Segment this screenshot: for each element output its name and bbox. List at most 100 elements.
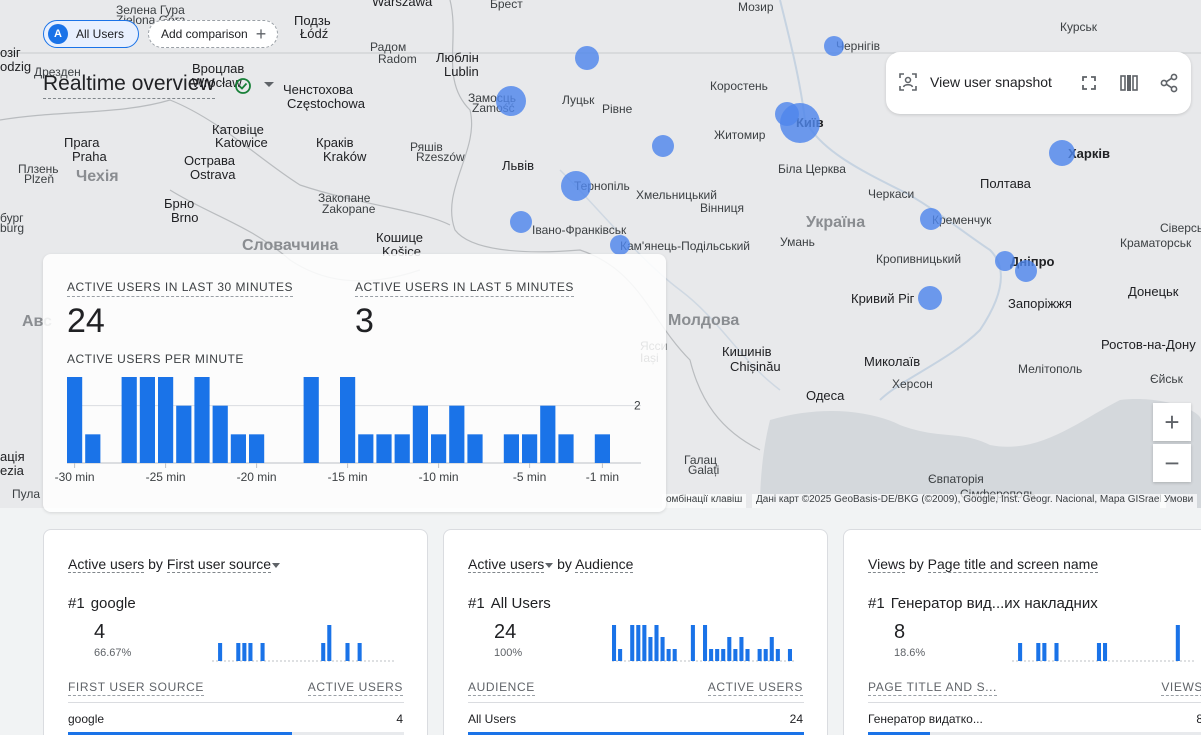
compare-columns-icon[interactable] (1118, 72, 1140, 94)
bar[interactable] (467, 434, 483, 463)
map-city-label: Коростень (710, 80, 768, 93)
map-city-label: Warszawa (372, 0, 432, 8)
map-city-label: Radom (378, 53, 417, 66)
map-city-label: Єйськ (1150, 373, 1183, 386)
bar[interactable] (194, 377, 210, 463)
row-progress-track (468, 732, 804, 735)
card-dimension-selector[interactable]: Page title and screen name (927, 556, 1099, 573)
bar[interactable] (249, 434, 265, 463)
bar[interactable] (139, 377, 155, 463)
user-location-bubble[interactable] (918, 286, 942, 310)
user-location-bubble[interactable] (780, 103, 820, 143)
bar[interactable] (67, 377, 83, 463)
card-metric-selector[interactable]: Active users (468, 556, 545, 573)
chevron-down-icon[interactable] (272, 562, 281, 568)
map-city-label: Закопане (318, 192, 370, 205)
map-city-name: Черкаси (868, 187, 915, 201)
bar[interactable] (376, 434, 392, 463)
map-city-name: Плзень (18, 162, 59, 176)
user-location-bubble[interactable] (1049, 140, 1075, 166)
user-location-bubble[interactable] (920, 208, 942, 230)
column-header-dimension[interactable]: First user source (68, 680, 204, 696)
card-dimension-selector[interactable]: First user source (166, 556, 272, 573)
page-title[interactable]: Realtime overview (43, 72, 215, 99)
user-location-bubble[interactable] (652, 135, 674, 157)
user-location-bubble[interactable] (561, 171, 591, 201)
user-location-bubble[interactable] (1015, 260, 1037, 282)
active-users-30min-label[interactable]: Active users in last 30 minutes (67, 280, 293, 297)
map-city-name: Дрезден (34, 65, 81, 79)
table-row-label[interactable]: google (68, 712, 105, 726)
map-city-label: burg (0, 222, 24, 235)
bar[interactable] (394, 434, 410, 463)
view-user-snapshot-button[interactable]: View user snapshot (898, 72, 1052, 92)
map-city-label: Сіверськ (1160, 222, 1201, 235)
column-header-metric[interactable]: Active users (307, 680, 403, 696)
table-row-label[interactable]: Генератор видатко... (868, 712, 983, 726)
map-city-label: Кропивницький (876, 253, 961, 266)
column-header-metric[interactable]: Active users (707, 680, 803, 696)
user-location-bubble[interactable] (496, 86, 526, 116)
bar[interactable] (431, 434, 447, 463)
user-location-bubble[interactable] (575, 46, 599, 70)
map-city-name: Warszawa (372, 0, 433, 9)
fullscreen-icon[interactable] (1078, 72, 1100, 94)
top-item-percent: 18.6% (894, 647, 926, 659)
sparkline-chart (612, 625, 794, 662)
bar[interactable] (121, 377, 137, 463)
map-city-label: Черкаси (868, 188, 914, 201)
user-location-bubble[interactable] (824, 36, 844, 56)
user-location-bubble[interactable] (995, 251, 1015, 271)
sparkline-bar (654, 625, 659, 661)
card-dimension-selector[interactable]: Audience (575, 556, 634, 573)
column-header-metric[interactable]: Views (1161, 680, 1201, 696)
column-header-dimension[interactable]: Page title and s... (868, 680, 997, 696)
map-shortcuts-link[interactable]: омбінації клавіш (662, 494, 747, 508)
share-icon[interactable] (1158, 72, 1180, 94)
user-location-bubble[interactable] (610, 235, 630, 255)
zoom-out-button[interactable]: − (1153, 444, 1191, 482)
zoom-in-button[interactable]: + (1153, 403, 1191, 441)
map-city-label: Дрезден (34, 66, 81, 79)
map-city-name: Łódź (300, 26, 329, 41)
segment-chip-all-users[interactable]: A All Users (43, 20, 139, 48)
active-users-5min-label[interactable]: Active users in last 5 minutes (355, 280, 574, 297)
card-by-label: by (908, 556, 924, 572)
bar[interactable] (176, 405, 192, 463)
bar[interactable] (412, 405, 428, 463)
bar[interactable] (85, 434, 101, 463)
map-city-label: Чернігів (836, 40, 880, 53)
bar[interactable] (522, 434, 538, 463)
bar[interactable] (594, 434, 610, 463)
column-header-dimension[interactable]: Audience (468, 680, 535, 696)
card-metric-selector[interactable]: Active users (68, 556, 145, 573)
user-location-bubble[interactable] (510, 211, 532, 233)
sparkline-bar (739, 637, 744, 661)
top-item: #1 All Users (468, 595, 551, 612)
map-city-label: Zakopane (322, 203, 375, 216)
bar[interactable] (158, 377, 174, 463)
map-city-name: ezia (0, 463, 24, 478)
map-city-label: Рівне (602, 103, 632, 116)
card-metric-selector[interactable]: Views (868, 556, 906, 573)
add-comparison-button[interactable]: Add comparison + (148, 20, 278, 48)
bar[interactable] (340, 377, 356, 463)
table-row-label[interactable]: All Users (468, 712, 517, 726)
bar[interactable] (558, 434, 574, 463)
map-city-name: Одеса (806, 388, 845, 403)
bar[interactable] (230, 434, 246, 463)
bar[interactable] (449, 405, 465, 463)
chevron-down-icon[interactable] (545, 562, 554, 568)
map-country-label: Молдова (668, 312, 740, 329)
bar[interactable] (303, 377, 319, 463)
bar[interactable] (540, 405, 556, 463)
active-users-per-minute-chart[interactable]: 2 -30 min -25 min -20 min -15 min -10 min -5 m… (43, 254, 666, 512)
map-city-label: Кременчук (932, 214, 991, 227)
bar[interactable] (358, 434, 374, 463)
map-terms-link[interactable]: Умови (1160, 494, 1198, 508)
bar[interactable] (212, 405, 228, 463)
title-dropdown-caret-icon[interactable] (264, 82, 274, 87)
map-city-name: Радом (370, 40, 407, 54)
rank-number: #1 (68, 595, 85, 612)
bar[interactable] (503, 434, 519, 463)
